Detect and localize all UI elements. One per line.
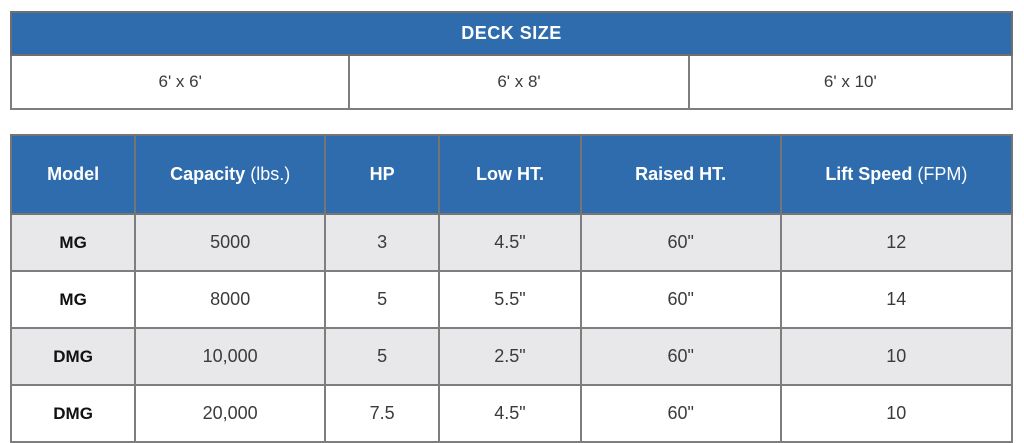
cell-lift-speed: 10 <box>779 384 1014 443</box>
cell-hp: 7.5 <box>324 384 441 443</box>
cell-model: MG <box>9 270 137 329</box>
cell-hp: 5 <box>324 327 441 386</box>
table-row: MG 8000 5 5.5" 60" 14 <box>9 270 1014 329</box>
deck-size-option-1: 6' x 6' <box>9 54 351 110</box>
deck-size-table: DECK SIZE 6' x 6' 6' x 8' 6' x 10' <box>9 11 1014 110</box>
cell-raised-ht: 60" <box>579 213 782 272</box>
cell-hp: 5 <box>324 270 441 329</box>
model-spec-table: Model Capacity (lbs.) HP Low HT. Raised … <box>9 134 1014 443</box>
cell-capacity: 8000 <box>134 270 327 329</box>
table-row: DMG 20,000 7.5 4.5" 60" 10 <box>9 384 1014 443</box>
cell-model: DMG <box>9 327 137 386</box>
column-header-model: Model <box>9 134 137 215</box>
cell-hp: 3 <box>324 213 441 272</box>
column-header-raised-ht: Raised HT. <box>579 134 782 215</box>
table-row: DMG 10,000 5 2.5" 60" 10 <box>9 327 1014 386</box>
column-header-lift-speed-label: Lift Speed <box>825 164 913 184</box>
cell-capacity: 5000 <box>134 213 327 272</box>
column-header-hp: HP <box>324 134 441 215</box>
cell-low-ht: 4.5" <box>438 384 582 443</box>
column-header-raised-ht-label: Raised HT. <box>635 164 727 184</box>
cell-lift-speed: 10 <box>779 327 1014 386</box>
column-header-model-label: Model <box>47 164 100 184</box>
cell-capacity: 20,000 <box>134 384 327 443</box>
cell-lift-speed: 12 <box>779 213 1014 272</box>
deck-size-title: DECK SIZE <box>10 11 1013 56</box>
cell-capacity: 10,000 <box>134 327 327 386</box>
cell-lift-speed: 14 <box>779 270 1014 329</box>
table-row: MG 5000 3 4.5" 60" 12 <box>9 213 1014 272</box>
cell-model: DMG <box>9 384 137 443</box>
column-header-capacity: Capacity (lbs.) <box>134 134 327 215</box>
cell-low-ht: 4.5" <box>438 213 582 272</box>
cell-raised-ht: 60" <box>579 270 782 329</box>
spec-header-row: Model Capacity (lbs.) HP Low HT. Raised … <box>9 134 1014 215</box>
column-header-capacity-unit: (lbs.) <box>245 164 291 184</box>
cell-low-ht: 2.5" <box>438 327 582 386</box>
column-header-lift-speed-unit: (FPM) <box>912 164 968 184</box>
column-header-low-ht: Low HT. <box>438 134 582 215</box>
cell-raised-ht: 60" <box>579 384 782 443</box>
deck-size-values-row: 6' x 6' 6' x 8' 6' x 10' <box>9 54 1014 110</box>
cell-low-ht: 5.5" <box>438 270 582 329</box>
column-header-lift-speed: Lift Speed (FPM) <box>779 134 1014 215</box>
column-header-low-ht-label: Low HT. <box>475 164 544 184</box>
column-header-hp-label: HP <box>369 164 395 184</box>
deck-size-option-3: 6' x 10' <box>687 54 1014 110</box>
column-header-capacity-label: Capacity <box>170 164 246 184</box>
cell-model: MG <box>9 213 137 272</box>
deck-size-option-2: 6' x 8' <box>348 54 690 110</box>
cell-raised-ht: 60" <box>579 327 782 386</box>
deck-size-header-row: DECK SIZE <box>10 11 1013 56</box>
